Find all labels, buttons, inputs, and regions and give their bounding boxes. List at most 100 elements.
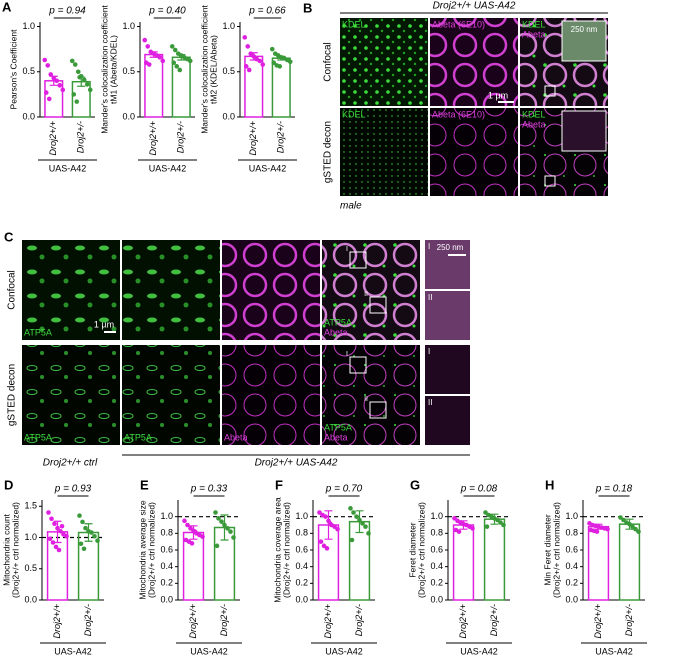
data-point [46,510,51,515]
channel-label: Abeta (6E10) [432,109,485,119]
y-tick-label: 0.0 [24,594,37,604]
data-point [64,533,69,539]
inset-label: I [428,242,430,251]
group-label: UAS-A42 [249,163,287,173]
data-point [225,526,230,531]
data-point [47,536,53,542]
data-point [243,64,249,69]
data-point [169,44,175,49]
y-tick-label: 0.5 [122,66,135,76]
roi-box [544,175,556,187]
micrograph [340,18,428,106]
group-label: UAS-A42 [190,646,228,656]
data-point [80,519,85,525]
data-point [187,58,193,64]
x-tick-label: Droj2+/+ [458,604,468,639]
micrograph [122,345,220,445]
roi-box [369,296,387,314]
data-point [216,516,221,521]
data-point [60,87,66,93]
panel-letter: H [545,477,554,492]
data-point [200,534,205,539]
data-point [231,535,236,540]
data-point [142,37,148,43]
data-point [160,58,166,64]
data-point [501,522,506,528]
data-point [48,72,54,77]
data-point [157,54,163,60]
data-point [260,62,266,67]
p-value: p = 0.66 [248,6,286,17]
x-tick-label: Droj2+/- [489,604,499,636]
data-point [55,525,60,531]
data-point [228,529,233,534]
y-tick-label: 0.0 [222,111,235,121]
data-point [56,547,62,553]
data-point [213,510,218,515]
y-tick-label: 0.2 [430,578,443,588]
footer-label: Droj2+/+ UAS-A42 [255,458,338,469]
y-tick-label: 1.0 [22,21,35,31]
micrograph [222,345,320,445]
data-point [271,60,277,66]
data-point [59,523,65,529]
y-axis-label: tM2 (KDEL/Abeta) [208,35,218,104]
roi-label: II [364,396,368,403]
data-point [172,47,178,53]
data-point [348,506,353,511]
p-value: p = 0.33 [190,484,228,495]
footer-label: Droj2+/+ ctrl [43,458,98,469]
roi-label: II [364,291,368,298]
roi-label: I [346,246,348,253]
y-tick-label: 0.0 [565,594,578,604]
data-point [349,537,355,543]
data-point [357,517,362,523]
panel-letter: G [410,477,420,492]
row-label: Confocal [7,270,18,309]
data-point [69,58,75,64]
y-tick-label: 0.8 [160,528,173,538]
y-axis-label: (Droj2+/+ ctrl normalized) [416,502,426,598]
channel-label: Abeta [324,327,348,337]
y-tick-label: 0.0 [22,111,35,121]
y-tick-label: 0.8 [565,528,578,538]
x-tick-label: Droj2+/+ [323,604,333,639]
y-tick-label: 1.0 [222,21,235,31]
data-point [287,59,293,65]
y-tick-label: 1.0 [295,511,308,521]
inset [425,396,470,445]
roi-label: I [346,351,348,358]
data-point [324,546,330,551]
y-axis-label: (Droj2+/+ ctrl normalized) [281,502,291,598]
data-point [43,90,49,95]
y-tick-label: 1.0 [430,511,443,521]
x-tick-label: Droj2+/- [76,121,86,153]
y-tick-label: 0.5 [22,66,35,76]
data-point [71,92,77,97]
data-point [57,83,63,88]
data-point [171,60,177,66]
x-tick-label: Droj2+/- [176,121,186,153]
x-tick-label: Droj2+/+ [148,121,158,156]
micrograph [430,108,518,196]
x-tick-label: Droj2+/+ [52,604,62,639]
data-point [470,526,475,531]
data-point [145,44,151,49]
bar [618,523,641,601]
panel-letter: B [303,0,312,15]
channel-label: Abeta [224,432,248,442]
y-tick-label: 0.6 [295,544,308,554]
data-point [269,46,275,52]
data-point [51,75,57,81]
roi-box [349,251,367,269]
data-point [327,521,333,526]
data-point [72,62,78,67]
data-point [185,522,190,528]
y-tick-label: 1.0 [160,511,173,521]
y-axis-label: (Droj2+/+ ctrl normalized) [146,502,156,598]
data-point [189,541,195,546]
data-point [84,82,90,87]
group-label: UAS-A42 [149,163,187,173]
x-tick-label: Droj2+/- [276,121,286,153]
